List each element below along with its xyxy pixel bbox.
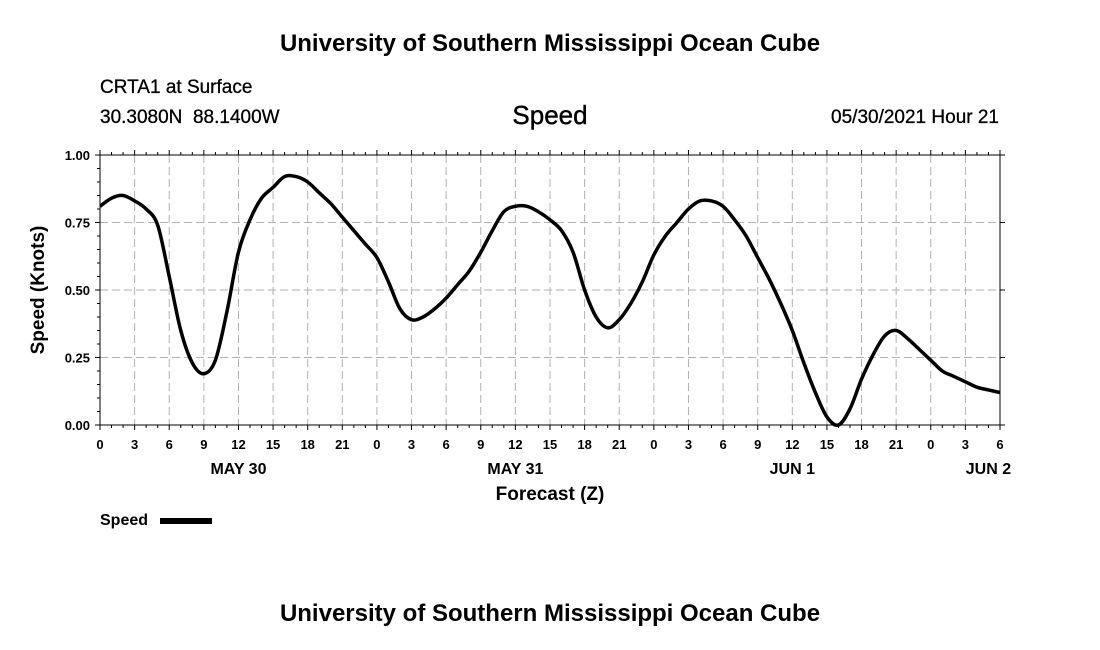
- variable-title: Speed: [512, 100, 588, 130]
- x-tick-label: 18: [854, 437, 868, 452]
- x-tick-label: 15: [266, 437, 280, 452]
- y-tick-label: 0.75: [65, 216, 90, 231]
- x-tick-label: 21: [889, 437, 903, 452]
- x-tick-label: 6: [996, 437, 1003, 452]
- plot-frame: [99, 154, 1001, 426]
- speed-series-line: [100, 173, 1000, 427]
- x-tick-label: 21: [335, 437, 349, 452]
- x-tick-label: 12: [785, 437, 799, 452]
- date-labels: MAY 30 MAY 31 JUN 1 JUN 2: [210, 461, 1011, 478]
- x-tick-label: 6: [166, 437, 173, 452]
- x-tick-label: 3: [685, 437, 692, 452]
- x-tick-label: 9: [754, 437, 761, 452]
- x-tick-label: 6: [719, 437, 726, 452]
- grid-lines: [99, 154, 1001, 426]
- x-tick-label: 21: [612, 437, 626, 452]
- y-axis-label: Speed (Knots): [28, 226, 49, 355]
- legend-label: Speed: [100, 512, 148, 529]
- chart-title: University of Southern Mississippi Ocean…: [279, 30, 821, 57]
- date-label: MAY 31: [487, 461, 543, 478]
- x-tick-label: 12: [508, 437, 522, 452]
- x-tick-label: 18: [300, 437, 314, 452]
- x-tick-label: 0: [650, 437, 657, 452]
- x-tick-label: 9: [200, 437, 207, 452]
- x-tick-label: 15: [820, 437, 834, 452]
- y-tick-labels: 0.00 0.25 0.50 0.75 1.00: [65, 148, 90, 433]
- x-tick-label: 0: [373, 437, 380, 452]
- y-tick-label: 0.00: [65, 418, 90, 433]
- y-tick-label: 0.25: [65, 351, 90, 366]
- x-tick-label: 9: [477, 437, 484, 452]
- x-tick-label: 12: [231, 437, 245, 452]
- x-tick-label: 0: [96, 437, 103, 452]
- x-tick-label: 0: [927, 437, 934, 452]
- x-tick-label: 3: [962, 437, 969, 452]
- x-tick-label: 6: [443, 437, 450, 452]
- y-tick-label: 1.00: [65, 148, 90, 163]
- forecast-datetime: 05/30/2021 Hour 21: [831, 107, 999, 128]
- x-tick-label: 3: [131, 437, 138, 452]
- x-tick-label: 15: [543, 437, 557, 452]
- x-tick-label: 18: [577, 437, 591, 452]
- y-tick-label: 0.50: [65, 283, 90, 298]
- station-label: CRTA1 at Surface: [100, 77, 253, 98]
- date-label: MAY 30: [210, 461, 266, 478]
- x-tick-label: 3: [408, 437, 415, 452]
- date-label: JUN 2: [966, 461, 1011, 478]
- x-tick-labels: 0 3 6 9 12 15 18 21 0 3 6 9 12 15 18 21 0 3 6 9 12 15 18 21 0 3 6: [96, 437, 1003, 452]
- footer-title: University of Southern Mississippi Ocean…: [279, 600, 821, 627]
- date-label: JUN 1: [770, 461, 815, 478]
- x-axis-label: Forecast (Z): [496, 484, 605, 505]
- station-coords: 30.3080N 88.1400W: [100, 107, 280, 128]
